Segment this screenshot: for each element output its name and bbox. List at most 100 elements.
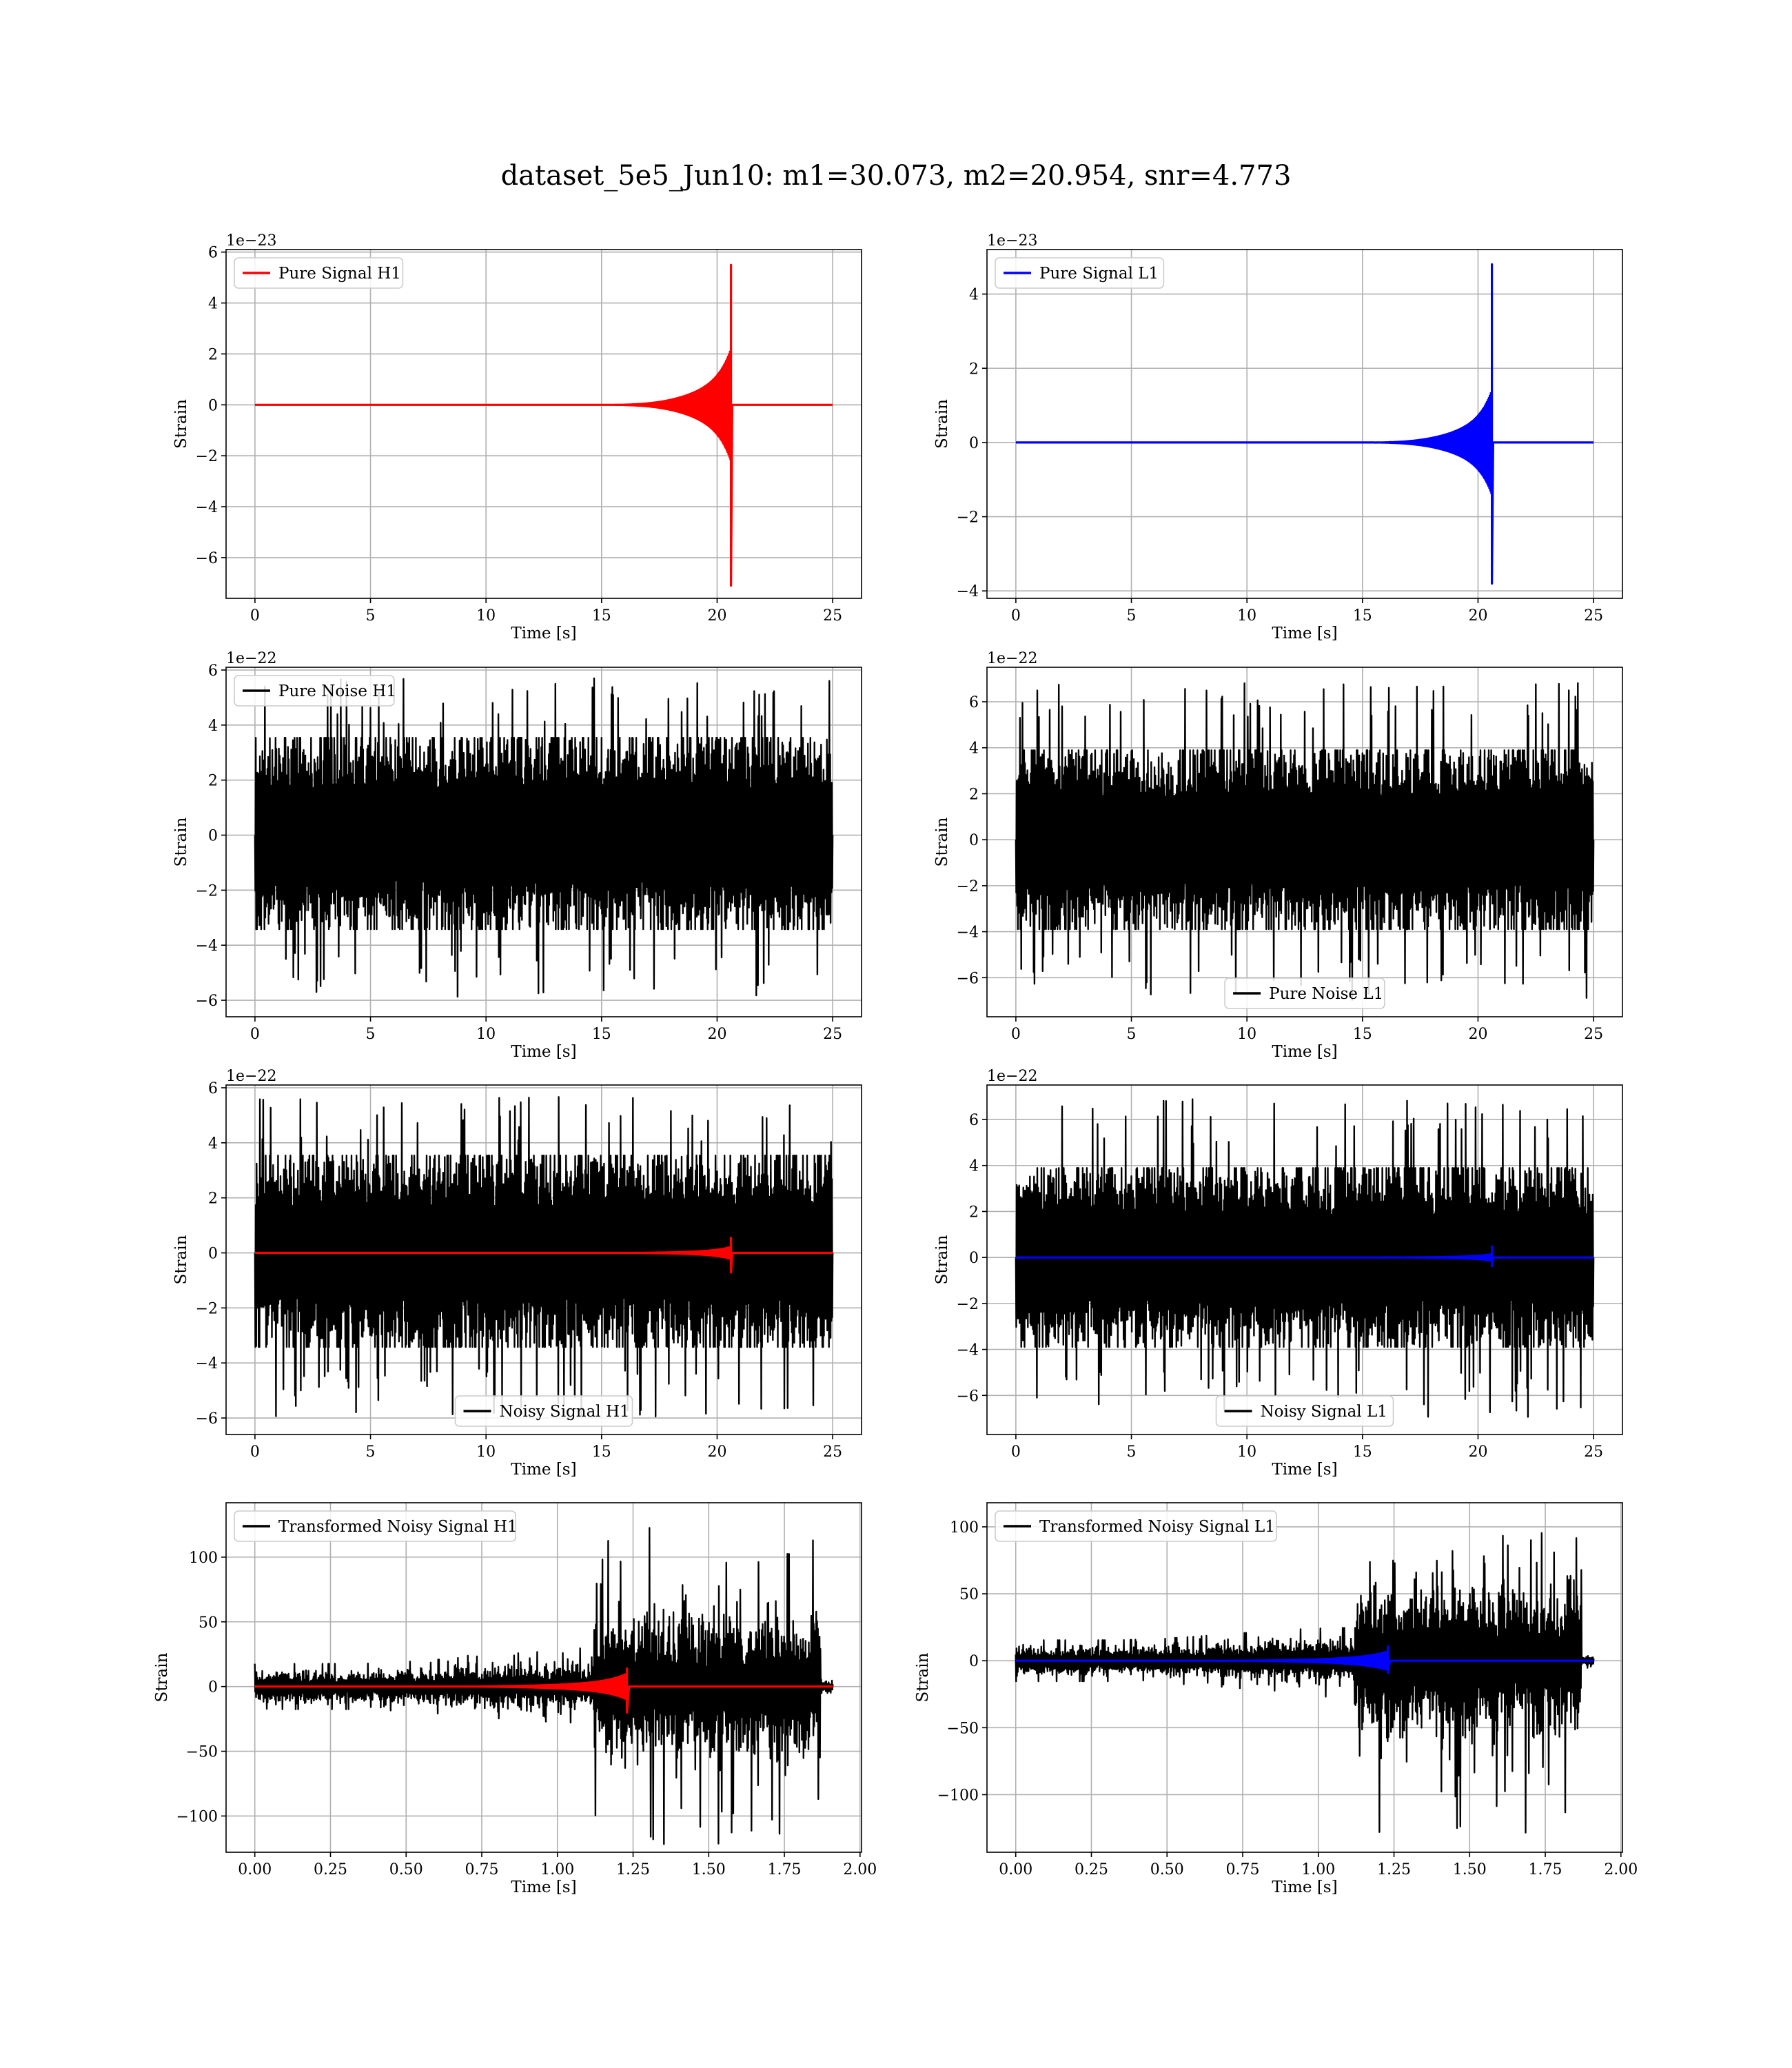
x-tick-label: 15 [1353, 1443, 1372, 1461]
y-tick-label: 4 [969, 1158, 979, 1175]
legend-box [454, 1395, 633, 1427]
legend-box [234, 675, 395, 707]
y-tick-label: 0 [208, 828, 218, 845]
y-tick-label: 50 [959, 1586, 979, 1603]
x-axis-label: Time [s] [1272, 1043, 1337, 1061]
legend: Noisy Signal H1 [454, 1395, 633, 1427]
axes-frame [986, 1084, 1623, 1435]
panel-pure-noise-l1: 0 5 10 15 20 25 −6 −4 −2 0 2 4 6 1e−22 Time [s] Strain P… [933, 650, 1623, 1061]
legend-box [1215, 1395, 1394, 1427]
x-tick-label: 20 [1468, 1443, 1487, 1461]
plot-area [254, 1527, 834, 1845]
series-line-transformed-noisy-signal-l1 [1015, 1532, 1595, 1834]
x-axis-label: Time [s] [1272, 625, 1337, 642]
x-tick-label: 15 [592, 1026, 611, 1043]
legend: Noisy Signal L1 [1215, 1395, 1394, 1427]
axes-frame [225, 249, 862, 599]
x-tick-label: 0.00 [238, 1861, 272, 1878]
axis-offset-label: 1e−23 [987, 232, 1037, 250]
legend-label: Transformed Noisy Signal H1 [278, 1518, 518, 1536]
x-tick-label: 0.25 [1075, 1861, 1108, 1878]
legend-label: Pure Noise L1 [1269, 985, 1383, 1003]
y-tick-label: 2 [208, 1190, 218, 1208]
legend-label: Transformed Noisy Signal L1 [1039, 1518, 1275, 1536]
y-axis-label: Strain [172, 399, 190, 449]
series-line-overlay-1 [1015, 1645, 1594, 1674]
legend-box [234, 1510, 517, 1542]
y-tick-label: 0 [208, 1679, 218, 1696]
y-tick-label: −4 [196, 1355, 218, 1372]
series-line-noisy-signal-h1 [254, 1096, 834, 1418]
y-tick-label: 4 [208, 296, 218, 313]
y-tick-label: 4 [208, 718, 218, 735]
x-tick-label: 25 [1584, 1026, 1603, 1043]
legend-box [995, 1510, 1278, 1542]
panel-pure-signal-l1: 0 5 10 15 20 25 −4 −2 0 2 4 1e−23 Time [s] Strain Pure… [933, 232, 1623, 642]
legend-label: Pure Signal L1 [1039, 265, 1159, 283]
panel-noisy-signal-l1: 0 5 10 15 20 25 −6 −4 −2 0 2 4 6 1e−22 Time [s] Strain N… [933, 1068, 1623, 1479]
y-tick-label: 6 [969, 694, 979, 711]
x-tick-label: 1.75 [1529, 1861, 1562, 1878]
x-tick-label: 1.50 [1453, 1861, 1487, 1878]
x-tick-label: 25 [1584, 1443, 1603, 1461]
x-tick-label: 20 [1468, 607, 1487, 625]
x-axis-label: Time [s] [511, 1878, 576, 1896]
y-tick-label: 6 [208, 662, 218, 680]
series-line-pure-signal-h1 [254, 263, 833, 587]
y-tick-label: 2 [969, 1204, 979, 1221]
y-tick-label: −6 [196, 1410, 218, 1428]
x-tick-label: 25 [823, 1443, 842, 1461]
axes-frame [225, 1502, 862, 1853]
axis-offset-label: 1e−22 [226, 1068, 276, 1085]
x-tick-label: 10 [476, 607, 496, 625]
series-line-transformed-noisy-signal-h1 [254, 1527, 834, 1845]
x-tick-label: 10 [476, 1443, 496, 1461]
axis-offset-label: 1e−23 [226, 232, 276, 250]
x-tick-label: 1.25 [1377, 1861, 1411, 1878]
y-axis-label: Strain [172, 1235, 190, 1284]
x-axis-label: Time [s] [1272, 1878, 1337, 1896]
x-tick-label: 1.00 [540, 1861, 574, 1878]
y-tick-label: 0 [969, 1653, 979, 1670]
y-tick-label: −2 [196, 1300, 218, 1317]
y-tick-label: −2 [957, 878, 979, 895]
y-tick-label: 4 [208, 1135, 218, 1153]
x-tick-label: 20 [707, 607, 726, 625]
x-tick-label: 25 [823, 1026, 842, 1043]
axes-frame [986, 249, 1623, 599]
x-tick-label: 0 [250, 1443, 260, 1461]
x-tick-label: 0 [250, 607, 260, 625]
y-tick-label: 6 [208, 245, 218, 262]
x-tick-label: 0 [1011, 1443, 1021, 1461]
legend: Transformed Noisy Signal L1 [995, 1510, 1278, 1542]
x-tick-label: 0.50 [1150, 1861, 1184, 1878]
y-tick-label: 2 [969, 361, 979, 378]
series-line-overlay-1 [254, 1667, 833, 1714]
plot-area [254, 263, 833, 587]
y-tick-label: −4 [957, 924, 979, 942]
legend: Pure Noise L1 [1224, 977, 1385, 1009]
axis-offset-label: 1e−22 [226, 650, 276, 667]
y-tick-label: −2 [957, 1296, 979, 1313]
y-tick-label: −4 [196, 937, 218, 955]
plot-area [254, 1096, 834, 1418]
y-tick-label: 2 [969, 786, 979, 803]
axis-offset-label: 1e−22 [987, 650, 1037, 667]
legend-label: Pure Signal H1 [278, 265, 401, 283]
x-tick-label: 0.25 [314, 1861, 347, 1878]
panel-pure-signal-h1: 0 5 10 15 20 25 −6 −4 −2 0 2 4 6 1e−23 Time [s] Strain P… [172, 232, 862, 642]
y-tick-label: 100 [189, 1550, 218, 1567]
plot-area [1015, 263, 1594, 585]
y-axis-label: Strain [933, 817, 951, 866]
series-line-overlay-1 [254, 1237, 833, 1274]
x-tick-label: 15 [1353, 1026, 1372, 1043]
x-tick-label: 1.00 [1301, 1861, 1335, 1878]
x-tick-label: 5 [366, 607, 376, 625]
series-line-pure-signal-l1 [1015, 263, 1594, 585]
y-tick-label: 6 [208, 1080, 218, 1097]
y-tick-label: −2 [196, 448, 218, 465]
x-tick-label: 1.25 [616, 1861, 650, 1878]
x-axis-label: Time [s] [511, 1043, 576, 1061]
x-tick-label: 10 [1237, 1026, 1256, 1043]
